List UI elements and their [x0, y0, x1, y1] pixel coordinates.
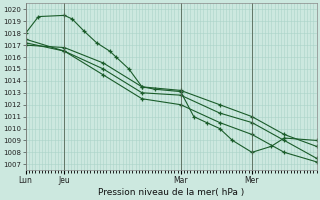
X-axis label: Pression niveau de la mer( hPa ): Pression niveau de la mer( hPa ) — [98, 188, 244, 197]
